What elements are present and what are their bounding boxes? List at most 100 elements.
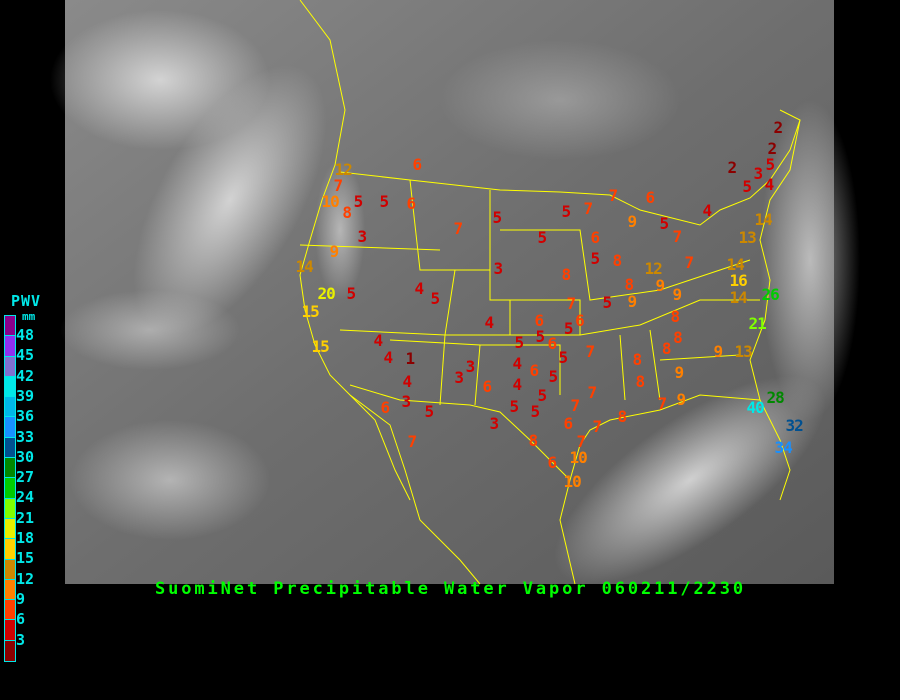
station-pwv-value: 4 [484,313,495,332]
state-line [619,334,626,401]
state-line [510,299,581,336]
station-pwv-value: 7 [453,219,464,238]
station-pwv-value: 21 [748,314,767,333]
station-pwv-value: 7 [684,253,695,272]
station-pwv-value: 5 [537,228,548,247]
station-pwv-value: 10 [569,448,588,467]
legend-swatch [5,640,15,662]
station-pwv-value: 3 [489,414,500,433]
station-pwv-value: 6 [529,361,540,380]
station-pwv-value: 5 [742,177,752,196]
state-line [480,344,561,395]
legend-label: 48 [16,326,35,344]
station-pwv-value: 3 [357,227,368,246]
station-pwv-value: 4 [512,375,523,394]
baja-coastline [349,394,411,501]
color-scale-legend [4,315,16,663]
station-pwv-value: 8 [670,307,681,326]
station-pwv-value: 14 [729,288,748,307]
station-pwv-value: 8 [624,275,635,295]
legend-swatch [5,620,15,641]
station-pwv-value: 7 [657,394,668,413]
station-pwv-value: 8 [561,265,572,284]
legend-label: 21 [16,508,35,527]
station-pwv-value: 10 [321,192,340,212]
station-pwv-value: 5 [424,402,435,421]
legend-swatch [5,417,15,438]
legend-label: 30 [16,447,35,466]
state-line [649,329,661,401]
station-pwv-value: 5 [492,208,503,227]
legend-label: 15 [16,549,35,568]
legend-unit: mm [22,310,36,323]
station-pwv-value: 3 [454,368,464,387]
state-line [659,354,741,361]
station-pwv-value: 14 [754,210,773,229]
gulf-coastline [559,394,761,585]
west-coastline [299,0,481,585]
station-pwv-value: 12 [644,259,663,279]
station-pwv-value: 7 [333,175,344,195]
station-pwv-value: 4 [383,347,394,367]
station-pwv-value: 4 [373,331,384,351]
station-pwv-value: 40 [746,398,765,417]
station-pwv-value: 4 [702,201,713,220]
station-pwv-value: 6 [645,188,656,207]
station-pwv-value: 6 [534,310,545,330]
station-pwv-value: 5 [548,367,559,386]
state-line [445,269,511,336]
station-pwv-value: 6 [547,453,558,472]
station-pwv-value: 5 [561,202,572,221]
station-pwv-value: 1 [405,349,416,368]
station-pwv-value: 4 [414,279,425,298]
legend-swatch [5,539,15,560]
station-pwv-value: 7 [608,186,619,205]
station-pwv-value: 9 [627,291,638,311]
station-pwv-value: 9 [674,363,685,382]
legend-swatch [5,559,15,580]
legend-swatch [5,376,15,398]
station-pwv-value: 2 [727,158,738,177]
station-pwv-value: 5 [430,289,441,308]
station-pwv-value: 5 [590,249,601,268]
station-pwv-value: 8 [612,251,623,270]
station-pwv-value: 3 [753,164,764,183]
legend-label: 6 [16,610,26,629]
legend-label: 39 [16,386,35,405]
station-pwv-value: 4 [402,372,413,391]
station-pwv-value: 8 [661,339,672,358]
legend-swatch [5,478,15,499]
station-pwv-value: 6 [380,398,391,417]
station-pwv-value: 13 [734,342,753,361]
station-pwv-value: 9 [676,390,687,409]
east-coastline [749,119,801,501]
station-pwv-value: 15 [301,302,320,321]
station-pwv-value: 6 [482,377,493,396]
station-pwv-value: 9 [627,212,638,231]
legend-swatch [5,458,15,479]
station-pwv-value: 5 [602,293,613,312]
station-pwv-value: 8 [632,350,643,369]
station-pwv-value: 12 [334,159,353,179]
station-pwv-value: 7 [585,342,596,361]
state-line [439,334,446,406]
legend-swatch [5,518,15,540]
legend-swatch [5,336,15,357]
legend-label: 12 [16,569,35,588]
legend-swatch [5,316,15,337]
station-pwv-value: 13 [738,228,757,247]
station-pwv-value: 6 [547,334,558,353]
political-boundaries [299,0,801,585]
station-pwv-value: 6 [590,228,601,247]
legend-title: PWV [11,292,42,310]
station-pwv-value: 7 [570,396,581,415]
station-pwv-value: 5 [346,284,357,303]
station-pwv-value: 8 [528,431,539,450]
station-pwv-value: 32 [785,416,804,435]
cloud-bands [50,10,860,585]
station-pwv-value: 5 [765,155,776,174]
state-line [299,244,441,251]
legend-swatch [5,600,15,621]
station-pwv-value: 3 [493,259,504,278]
